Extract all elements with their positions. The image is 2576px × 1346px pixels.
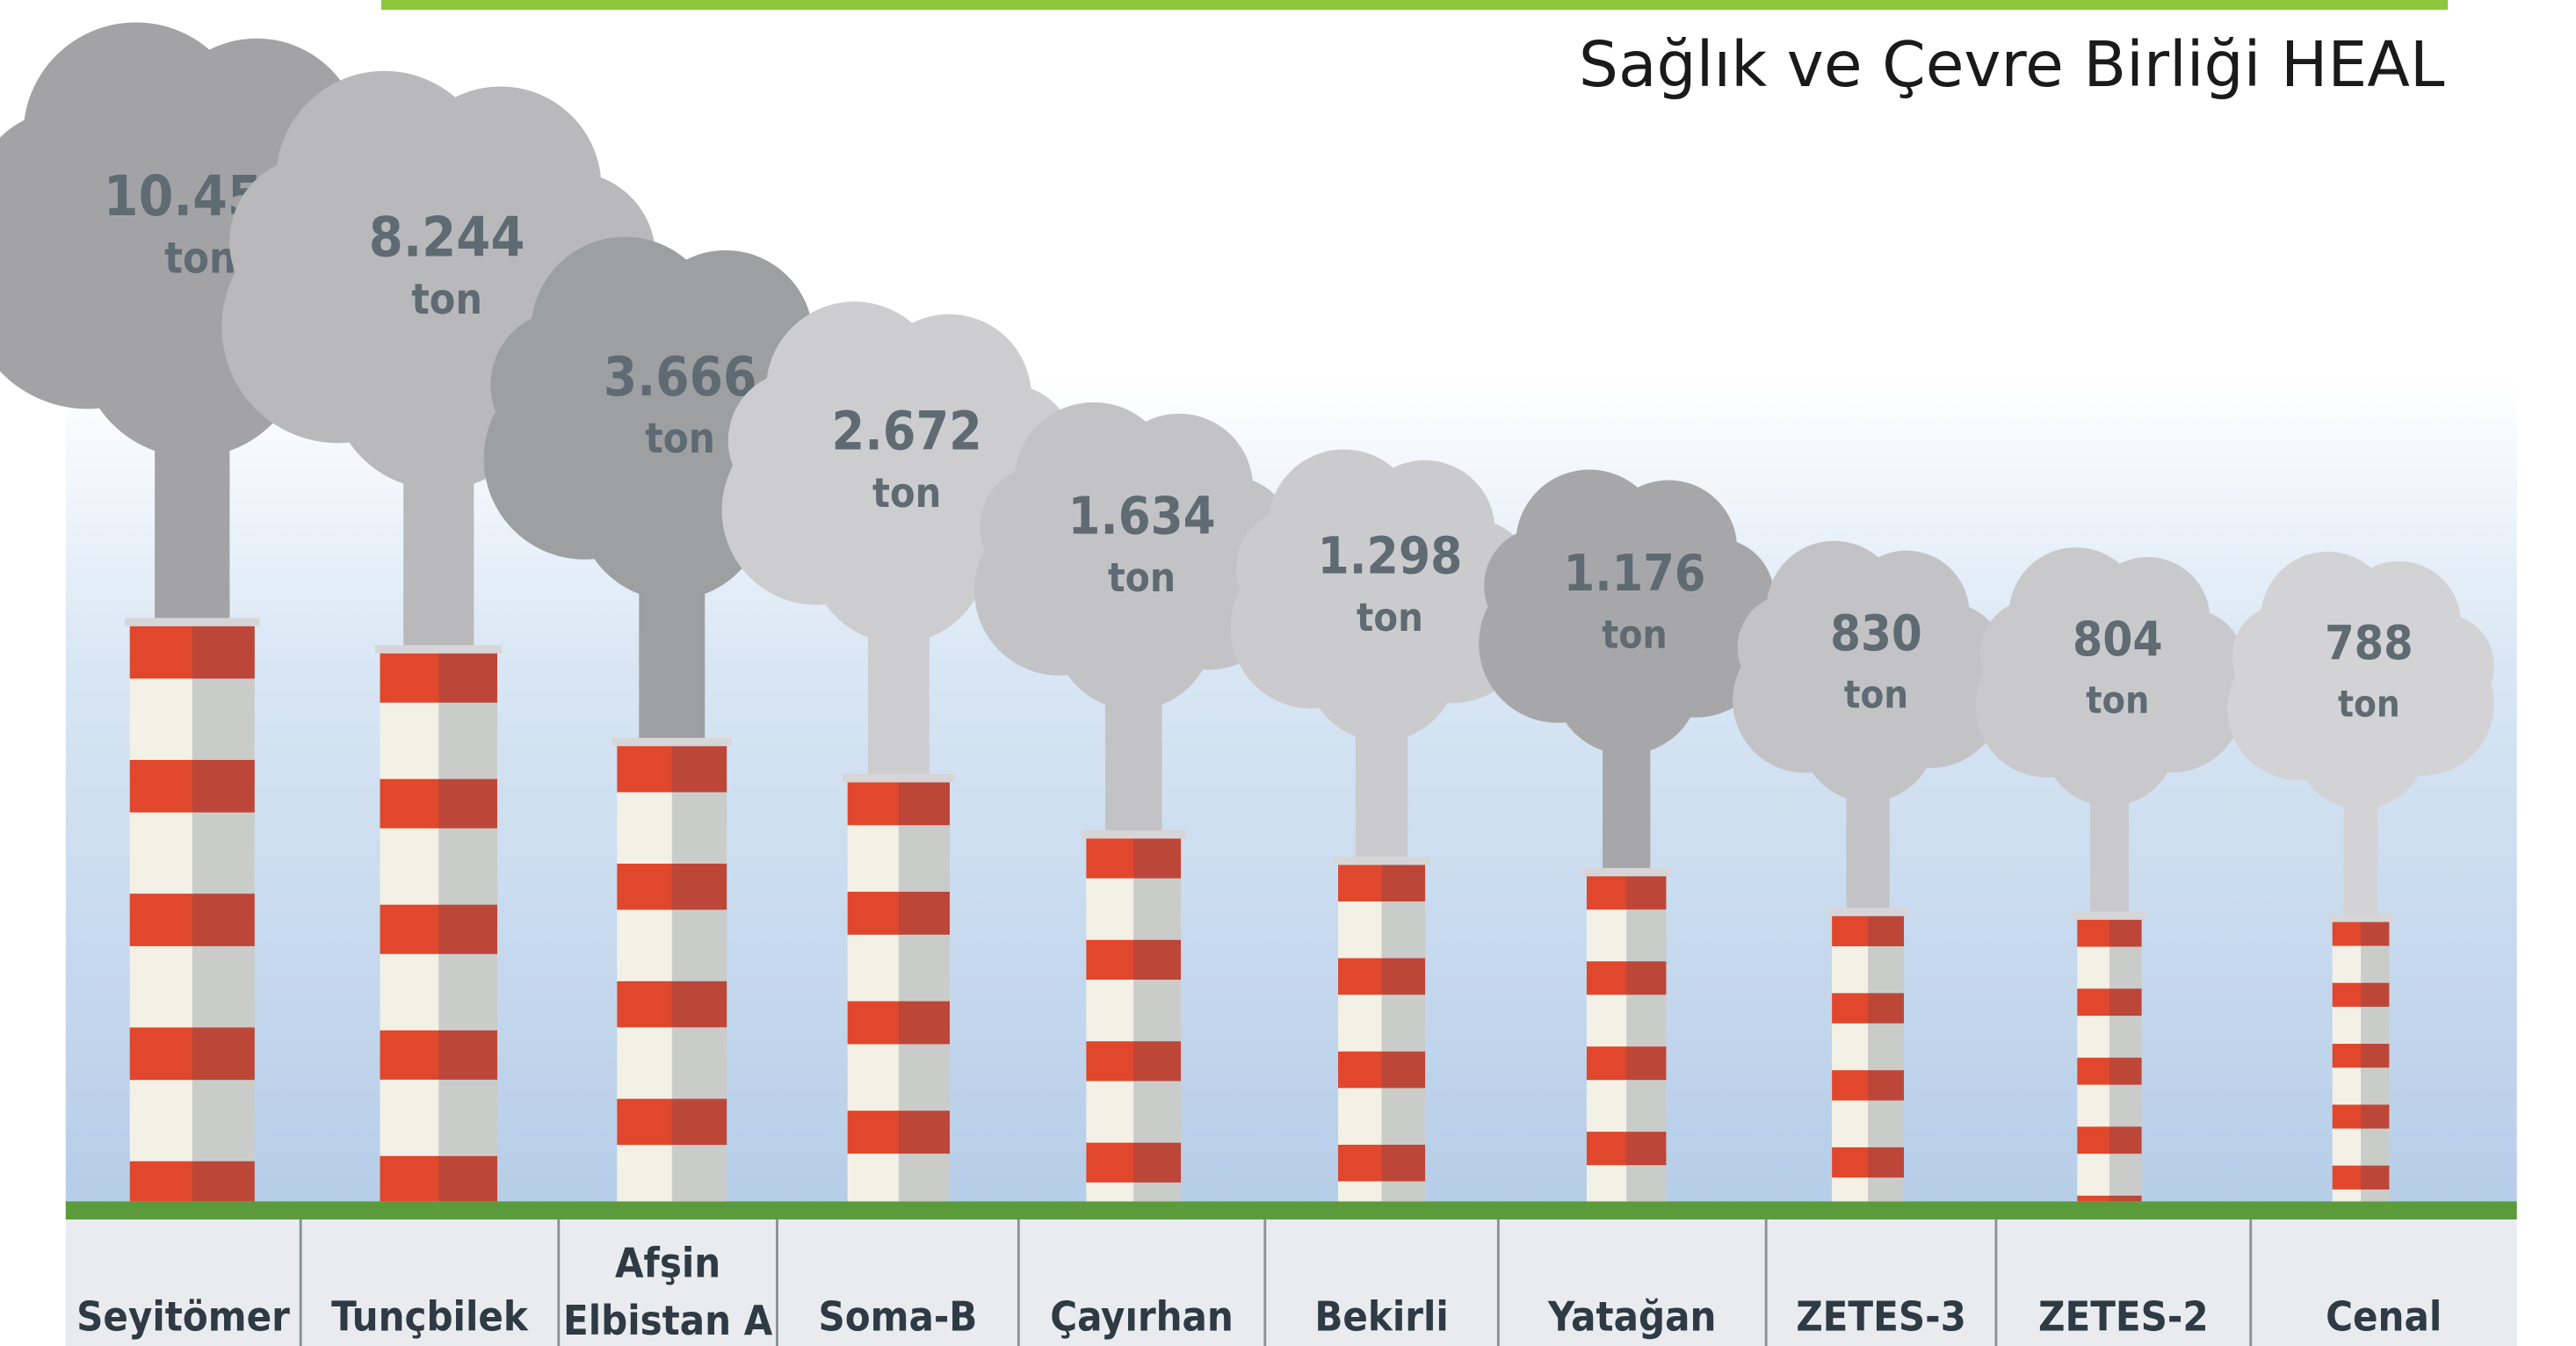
chimney-shade (1868, 916, 1904, 1202)
smoke-cloud (1738, 594, 1844, 700)
chimney-cap (2327, 914, 2394, 922)
chimney-cap (2073, 911, 2147, 919)
chimney-cap (1581, 868, 1671, 876)
smoke-cloud (1980, 600, 2086, 706)
x-tick-label: Bekirli (1314, 1294, 1448, 1342)
unit-label: ton (1357, 594, 1423, 640)
chimney-cap (1082, 830, 1186, 838)
ground (66, 1201, 2517, 1219)
chimney-cap (375, 645, 503, 653)
chimney-shade (2109, 920, 2142, 1202)
value-label: 830 (1830, 605, 1922, 662)
x-tick-label: Çayırhan (1050, 1294, 1234, 1342)
value-label: 1.298 (1317, 526, 1462, 586)
unit-label: ton (1844, 673, 1908, 717)
x-tick-label: Soma-B (818, 1294, 977, 1342)
unit-label: ton (164, 235, 236, 284)
chimney-cap (1333, 857, 1429, 865)
unit-label: ton (411, 276, 482, 324)
x-tick-label: ZETES-3 (1796, 1294, 1966, 1342)
value-label: 1.634 (1068, 486, 1216, 546)
chimney-cap (612, 738, 732, 746)
smoke-cloud (2232, 604, 2337, 708)
chimney-cap (843, 774, 955, 782)
x-tick-label: Yatağan (1547, 1294, 1716, 1342)
unit-label: ton (872, 469, 941, 517)
chimney-shade (438, 654, 497, 1202)
unit-label: ton (1108, 554, 1176, 601)
chimney-shade (192, 626, 255, 1202)
chimney-shade (1382, 865, 1426, 1201)
x-tick-label: Cenal (2326, 1294, 2442, 1342)
chimney-cap (1827, 908, 1909, 915)
chimney-shade (1133, 838, 1181, 1201)
chimney-shade (899, 782, 950, 1201)
chimney-shade (1626, 876, 1666, 1201)
value-label: 2.672 (832, 402, 982, 463)
unit-label: ton (645, 415, 715, 463)
value-label: 1.176 (1564, 545, 1706, 603)
subtitle: Sağlık ve Çevre Birliği HEAL (1579, 28, 2445, 101)
chimney-shade (672, 746, 727, 1201)
value-label: 8.244 (369, 205, 525, 269)
unit-label: ton (1602, 612, 1668, 657)
value-label: 804 (2073, 611, 2163, 667)
x-tick-label: Seyitömer (76, 1294, 290, 1342)
value-label: 788 (2325, 615, 2413, 670)
top-bar (381, 0, 2448, 10)
value-label: 3.666 (604, 346, 756, 409)
x-tick-label: ZETES-2 (2038, 1294, 2209, 1342)
chimney-cap (125, 618, 259, 626)
unit-label: ton (2338, 683, 2400, 726)
unit-label: ton (2086, 679, 2149, 723)
chart: Sağlık ve Çevre Birliği HEAL 10.455tonSe… (0, 0, 2576, 1346)
chimney-shade (2361, 922, 2389, 1201)
x-tick-label: Tunçbilek (331, 1294, 529, 1342)
